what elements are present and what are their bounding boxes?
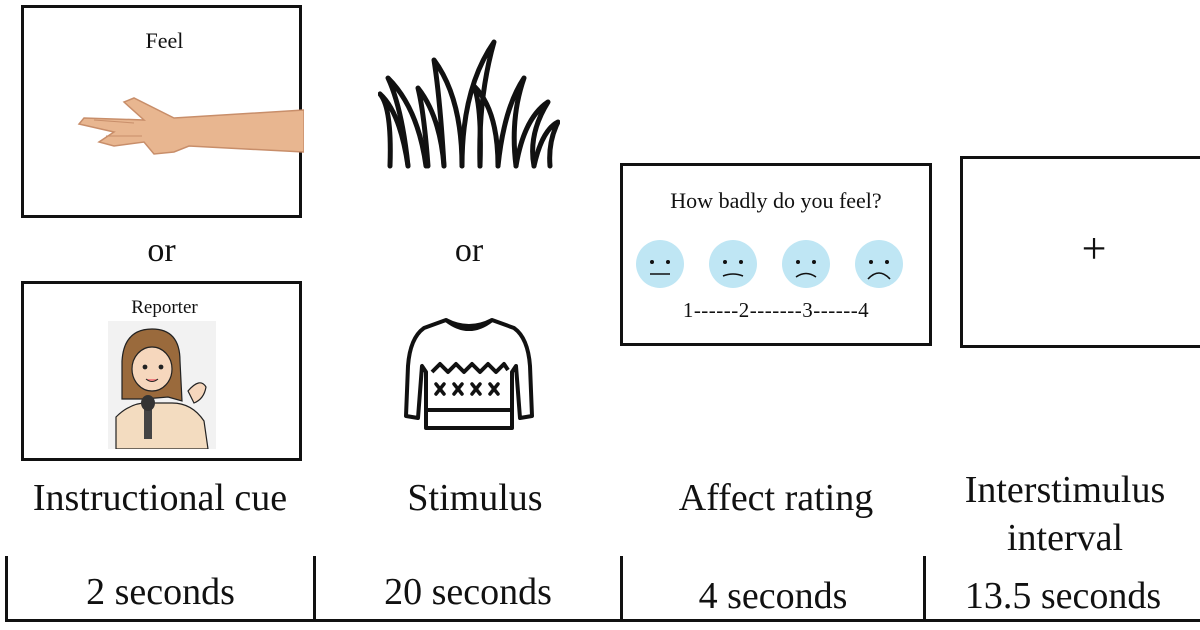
duration-stimulus: 20 seconds	[384, 571, 552, 613]
reporter-image	[108, 321, 216, 449]
timeline-tick-stimulus-end	[620, 556, 623, 622]
fixation-cross: +	[1081, 224, 1107, 273]
reporter-cue-label: Reporter	[131, 297, 198, 318]
reporter-cue-panel: Reporter	[21, 281, 302, 461]
feel-cue-panel: Feel	[21, 5, 304, 218]
timeline-tick-cue-end	[313, 556, 316, 622]
face-slight-icon	[709, 240, 757, 288]
affect-rating-panel: How badly do you feel? 1------2-------3-…	[620, 163, 932, 346]
stimulus-label: Stimulus	[407, 477, 543, 519]
rating-faces	[636, 240, 903, 288]
or-text-cue: or	[147, 232, 176, 269]
face-sad-icon	[782, 240, 830, 288]
face-very-sad-icon	[855, 240, 903, 288]
instructional-cue-label: Instructional cue	[32, 477, 288, 519]
fixation-panel: +	[960, 156, 1200, 348]
arm-image	[77, 97, 304, 155]
duration-cue: 2 seconds	[86, 571, 235, 613]
duration-rating: 4 seconds	[698, 575, 848, 617]
timeline-tick-rating-end	[923, 556, 926, 622]
rating-question: How badly do you feel?	[670, 188, 882, 213]
or-text-stimulus: or	[454, 232, 484, 269]
affect-rating-label: Affect rating	[678, 477, 874, 519]
timeline-tick-start	[5, 556, 8, 622]
interstimulus-label-line2: interval	[1006, 517, 1124, 559]
duration-interstimulus: 13.5 seconds	[964, 575, 1162, 617]
sweater-icon	[404, 318, 534, 430]
interstimulus-label-line1: Interstimulus	[964, 469, 1166, 511]
rating-scale: 1------2-------3------4	[682, 298, 870, 322]
timeline-axis	[5, 619, 1200, 622]
feel-cue-label: Feel	[145, 28, 184, 53]
grass-icon	[378, 39, 560, 169]
face-neutral-icon	[636, 240, 684, 288]
